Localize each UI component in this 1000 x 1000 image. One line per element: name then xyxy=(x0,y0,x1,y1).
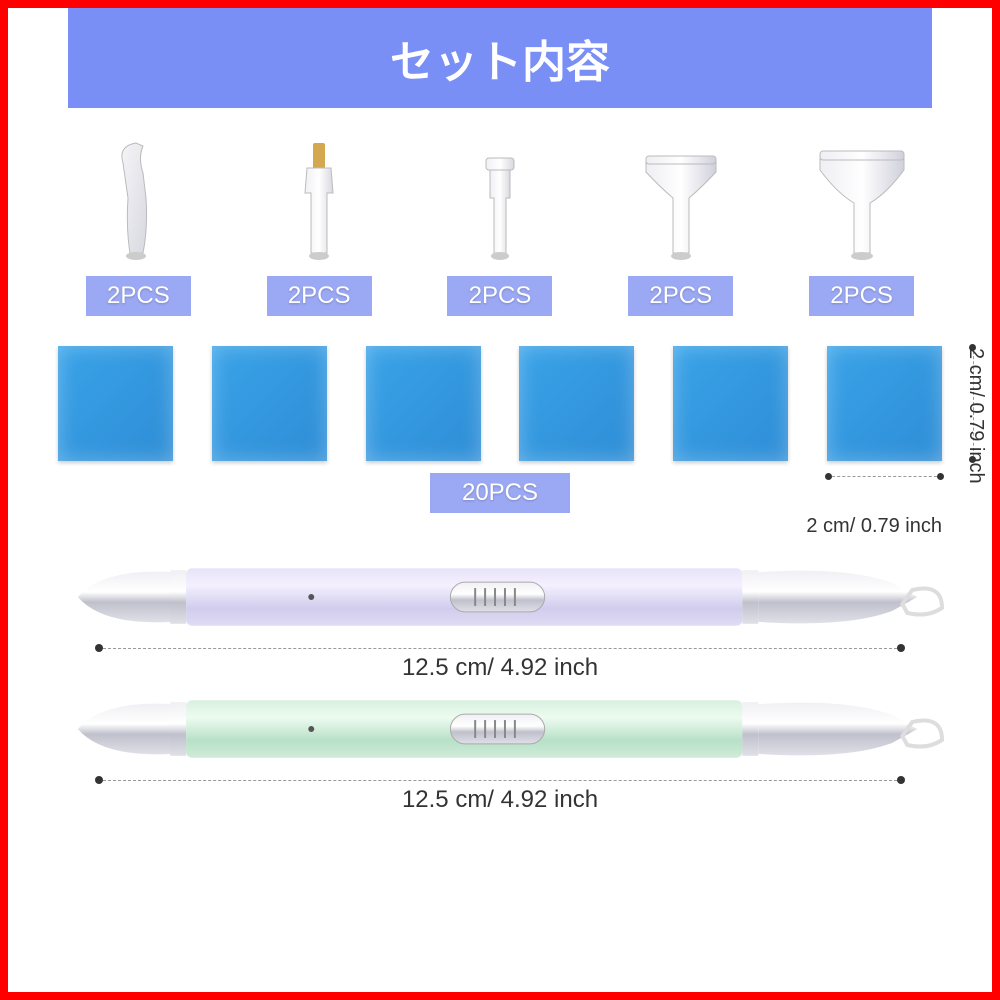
qty-label: 2PCS xyxy=(628,276,733,316)
wax-row xyxy=(58,346,942,461)
wax-pad xyxy=(673,346,788,461)
wax-pad xyxy=(827,346,942,461)
qty-label: 2PCS xyxy=(809,276,914,316)
pen-green xyxy=(53,690,947,768)
qty-label: 2PCS xyxy=(447,276,552,316)
product-infographic: セット内容 xyxy=(0,0,1000,1000)
pen-purple xyxy=(53,558,947,636)
tip-curved xyxy=(88,138,188,268)
qty-label: 2PCS xyxy=(267,276,372,316)
dimension-horizontal xyxy=(827,469,942,483)
wax-pad xyxy=(212,346,327,461)
tip-pointed xyxy=(269,138,369,268)
wax-pad xyxy=(366,346,481,461)
tip-wide-medium xyxy=(631,138,731,268)
pens-section: 12.5 cm/ 4.92 inch 12.5 cm/ 4.92 inc xyxy=(53,558,947,814)
pen-item: 12.5 cm/ 4.92 inch xyxy=(53,690,947,814)
pen-length-label: 12.5 cm/ 4.92 inch xyxy=(53,786,947,814)
tips-row xyxy=(48,118,952,268)
dimension-line xyxy=(53,772,947,788)
pen-length-label: 12.5 cm/ 4.92 inch xyxy=(53,654,947,682)
wax-pad xyxy=(58,346,173,461)
dimension-line xyxy=(53,640,947,656)
tip-flat-small xyxy=(450,138,550,268)
wax-width-label: 2 cm/ 0.79 inch xyxy=(8,515,942,538)
wax-qty-label: 20PCS xyxy=(430,473,570,513)
tips-qty-row: 2PCS 2PCS 2PCS 2PCS 2PCS xyxy=(48,276,952,316)
tip-wide-large xyxy=(812,138,912,268)
qty-label: 2PCS xyxy=(86,276,191,316)
wax-height-label: 2 cm/ 0.79 inch xyxy=(964,348,987,484)
wax-pad xyxy=(519,346,634,461)
pen-item: 12.5 cm/ 4.92 inch xyxy=(53,558,947,682)
title: セット内容 xyxy=(68,8,932,108)
